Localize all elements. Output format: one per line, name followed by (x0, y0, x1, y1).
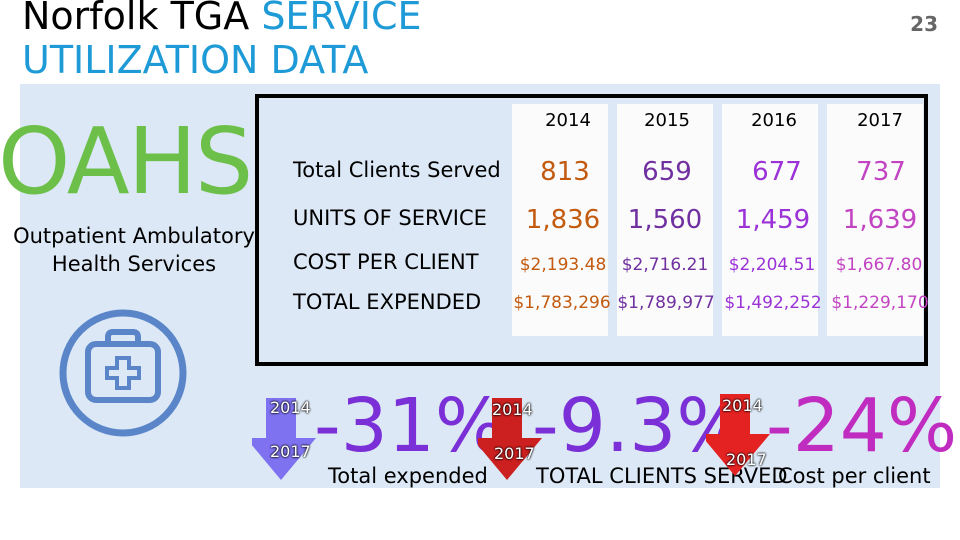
change2-percent: -9.3% (532, 383, 747, 469)
cell-expended-2017: $1,229,170 (831, 293, 929, 313)
year-column-bg (722, 104, 818, 336)
row-label-total-clients: Total Clients Served (293, 158, 501, 182)
change1-from-year: 2014 (270, 398, 311, 417)
year-header-2015: 2015 (644, 110, 690, 131)
cell-units-2015: 1,560 (627, 205, 703, 235)
title-part2: SERVICE (261, 0, 422, 38)
cell-clients-2017: 737 (856, 157, 906, 187)
change3-from-year: 2014 (722, 396, 763, 415)
change1-caption: Total expended (328, 464, 488, 488)
year-column-bg (827, 104, 923, 336)
page-title: Norfolk TGA SERVICE UTILIZATION DATA (22, 0, 422, 82)
year-column-bg (617, 104, 713, 336)
cell-units-2017: 1,639 (842, 205, 918, 235)
cell-cost-2017: $1,667.80 (835, 255, 923, 275)
cell-cost-2016: $2,204.51 (728, 255, 816, 275)
year-column-bg (512, 104, 608, 336)
row-label-units-of-service: UNITS OF SERVICE (293, 206, 487, 230)
data-table-frame (255, 94, 928, 366)
year-header-2017: 2017 (857, 110, 903, 131)
cell-clients-2015: 659 (642, 157, 692, 187)
change2-caption: TOTAL CLIENTS SERVED (536, 464, 788, 488)
down-arrow-icon (706, 394, 770, 476)
program-full-name: Outpatient Ambulatory Health Services (0, 222, 268, 278)
page-number: 23 (910, 12, 938, 36)
program-acronym: OAHS (0, 108, 253, 215)
change1-to-year: 2017 (270, 442, 311, 461)
year-header-2014: 2014 (545, 110, 591, 131)
title-line2: UTILIZATION DATA (22, 38, 369, 82)
cell-expended-2016: $1,492,252 (724, 293, 822, 313)
change3-to-year: 2017 (726, 450, 767, 469)
cell-clients-2016: 677 (752, 157, 802, 187)
cell-clients-2014: 813 (540, 157, 590, 187)
change3-caption: Cost per client (778, 464, 931, 488)
down-arrow-icon (478, 398, 542, 480)
program-name-line1: Outpatient Ambulatory (13, 224, 255, 248)
cell-cost-2015: $2,716.21 (621, 255, 709, 275)
change2-from-year: 2014 (492, 400, 533, 419)
cell-expended-2015: $1,789,977 (617, 293, 715, 313)
down-arrow-icon (252, 398, 316, 480)
change2-to-year: 2017 (494, 444, 535, 463)
change3-percent: -24% (766, 383, 958, 469)
row-label-cost-per-client: COST PER CLIENT (293, 250, 479, 274)
cell-cost-2014: $2,193.48 (519, 255, 607, 275)
row-label-total-expended: TOTAL EXPENDED (293, 290, 482, 314)
program-name-line2: Health Services (51, 252, 217, 276)
year-header-2016: 2016 (751, 110, 797, 131)
cell-expended-2014: $1,783,296 (513, 293, 611, 313)
title-part1: Norfolk TGA (22, 0, 262, 38)
cell-units-2016: 1,459 (735, 205, 811, 235)
change1-percent: -31% (314, 383, 506, 469)
medical-kit-icon (59, 309, 187, 437)
cell-units-2014: 1,836 (525, 205, 601, 235)
